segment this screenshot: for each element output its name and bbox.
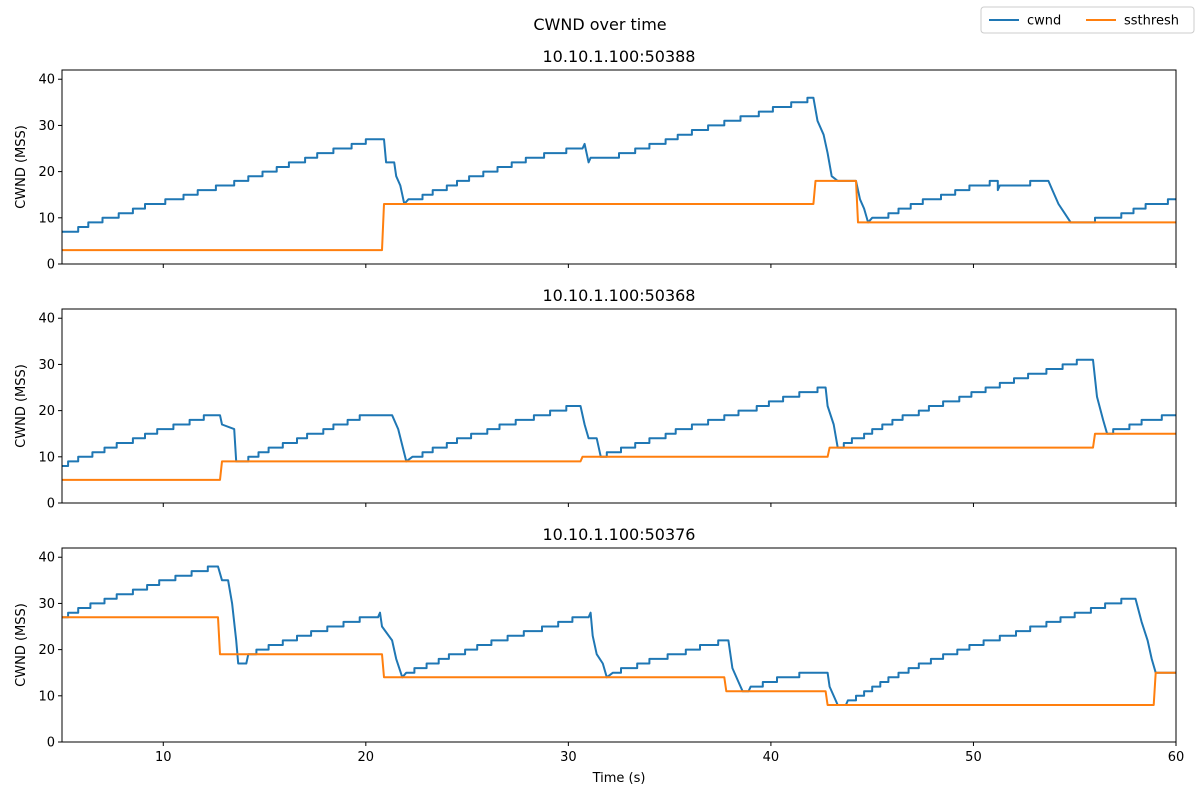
y-tick-label: 10: [38, 211, 55, 226]
subplot-title: 10.10.1.100:50376: [543, 525, 696, 544]
x-tick-label: 30: [560, 750, 577, 765]
subplot-title: 10.10.1.100:50388: [543, 47, 696, 66]
series-line-ssthresh: [62, 616, 1176, 706]
legend: cwnd ssthresh: [980, 6, 1195, 34]
y-tick-label: 40: [38, 551, 55, 566]
subplot-3: 10.10.1.100:50376 0 10 20 30 40 10 20 30 40 50 60 CW…: [14, 525, 1184, 765]
y-axis-label: CWND (MSS): [14, 364, 29, 448]
y-tick-label: 20: [38, 643, 55, 658]
x-tick-label: 20: [358, 750, 375, 765]
y-axis-label: CWND (MSS): [14, 603, 29, 687]
y-tick-label: 0: [47, 736, 55, 751]
y-tick-label: 10: [38, 689, 55, 704]
x-tick-label: 60: [1168, 750, 1185, 765]
y-tick-label: 10: [38, 450, 55, 465]
figure-title: CWND over time: [533, 15, 666, 34]
y-tick-label: 40: [38, 312, 55, 327]
subplot-1: 10.10.1.100:50388 0 10 20 30 40 CWND (MSS): [14, 47, 1177, 273]
series-line-cwnd: [62, 565, 1176, 706]
subplot-title: 10.10.1.100:50368: [543, 286, 696, 305]
plot-frame: [61, 547, 1177, 743]
subplot-2: 10.10.1.100:50368 0 10 20 30 40 CWND (MSS): [14, 286, 1177, 512]
legend-label-cwnd: cwnd: [1027, 14, 1061, 29]
x-tick-label: 50: [965, 750, 982, 765]
y-axis-label: CWND (MSS): [14, 125, 29, 209]
plot-frame: [61, 308, 1177, 504]
series-line-cwnd: [62, 358, 1176, 467]
series-line-ssthresh: [62, 179, 1176, 252]
y-tick-label: 20: [38, 165, 55, 180]
legend-label-ssthresh: ssthresh: [1124, 14, 1179, 29]
y-tick-label: 30: [38, 358, 55, 373]
y-tick-label: 0: [47, 497, 55, 512]
y-tick-label: 30: [38, 119, 55, 134]
x-axis-label: Time (s): [592, 771, 646, 786]
x-tick-label: 40: [763, 750, 780, 765]
x-tick-label: 10: [155, 750, 172, 765]
series-line-ssthresh: [62, 432, 1176, 481]
y-tick-label: 40: [38, 73, 55, 88]
y-tick-label: 0: [47, 258, 55, 273]
y-tick-label: 30: [38, 597, 55, 612]
series-line-cwnd: [62, 96, 1176, 233]
plot-frame: [61, 69, 1177, 265]
y-tick-label: 20: [38, 404, 55, 419]
